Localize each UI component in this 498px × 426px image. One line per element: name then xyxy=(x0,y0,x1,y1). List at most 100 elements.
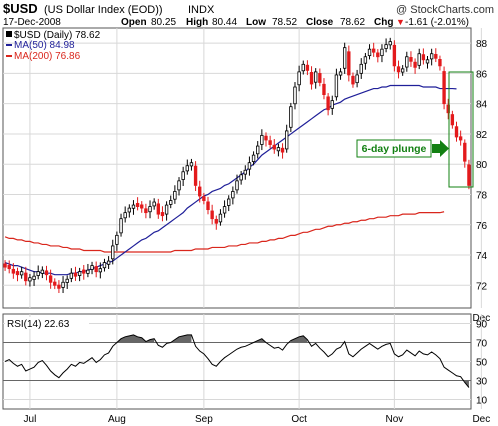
candle-body-down xyxy=(351,75,355,85)
plunge-highlight-box xyxy=(448,71,474,188)
rsi-y-tick-label: 10 xyxy=(476,396,488,407)
candle-body-down xyxy=(82,269,86,274)
chg-value: -1.61 (-2.01%) xyxy=(405,17,469,28)
plunge-label-box xyxy=(356,139,432,158)
candle-body-down xyxy=(140,204,144,209)
candle-body-up xyxy=(131,204,136,209)
candle-body-down xyxy=(322,83,326,95)
candle-body-down xyxy=(94,266,98,273)
price-y-tick-label: 74 xyxy=(476,251,488,262)
chg-arrow-icon: ▼ xyxy=(396,17,405,27)
low-label: Low xyxy=(246,17,266,28)
candle-body-up xyxy=(65,278,69,283)
candle-body-down xyxy=(458,136,463,141)
price-y-tick-label: 84 xyxy=(476,100,488,111)
price-legend-label: $USD (Daily) 78.62 xyxy=(14,30,101,41)
candle-body-down xyxy=(57,284,61,289)
candle-body-down xyxy=(7,265,11,270)
candle-body-up xyxy=(222,206,227,214)
candle-body-up xyxy=(102,262,107,269)
rsi-x-tick-label: Oct xyxy=(291,414,307,425)
candle-body-up xyxy=(384,44,388,49)
candle-body-up xyxy=(90,265,94,270)
candle-body-down xyxy=(446,104,450,114)
rsi-x-tick-label: Dec xyxy=(472,414,490,425)
rsi-label-bg xyxy=(5,317,89,329)
candle-body-up xyxy=(367,48,372,57)
candle-body-up xyxy=(40,269,45,274)
rsi-y-tick-label: 30 xyxy=(476,377,488,388)
candle-body-up xyxy=(342,47,347,69)
candle-body-up xyxy=(355,74,359,84)
candle-body-up xyxy=(301,63,305,72)
plunge-arrow-icon xyxy=(432,140,449,157)
candle-body-up xyxy=(359,63,363,74)
candle-body-down xyxy=(44,270,49,276)
candle-body-down xyxy=(214,218,218,224)
candle-body-up xyxy=(363,56,368,64)
candle-body-down xyxy=(268,140,272,145)
candle-body-up xyxy=(243,169,247,175)
candle-body-down xyxy=(198,186,202,197)
candle-body-down xyxy=(396,66,401,73)
candle-body-up xyxy=(425,59,430,64)
ma50-legend-label: MA(50) 84.98 xyxy=(14,40,75,51)
candle-body-up xyxy=(115,234,119,245)
candle-body-down xyxy=(309,72,314,85)
candle-body-up xyxy=(314,71,318,83)
candle-body-up xyxy=(297,71,301,86)
candle-body-up xyxy=(181,171,185,180)
ma200-legend-label: MA(200) 76.86 xyxy=(14,51,81,62)
candle-body-down xyxy=(392,44,397,67)
rsi-x-ticks: Jul Aug Sep Oct Nov Dec xyxy=(24,414,491,425)
candle-body-up xyxy=(400,68,405,73)
price-panel xyxy=(2,27,472,309)
candle-body-up xyxy=(227,198,231,206)
candle-body-down xyxy=(15,271,20,276)
candle-body-up xyxy=(19,271,24,276)
high-value: 80.44 xyxy=(212,17,237,28)
candle-body-up xyxy=(28,277,32,282)
candle-body-down xyxy=(371,48,376,53)
candle-body-up xyxy=(185,165,189,172)
rsi-label: RSI(14) 22.63 xyxy=(7,319,70,330)
candle-body-up xyxy=(86,269,90,274)
price-y-tick-label: 88 xyxy=(476,39,488,50)
candle-body-down xyxy=(376,52,380,58)
candlesticks xyxy=(3,37,471,294)
candle-body-up xyxy=(77,271,82,276)
chart-copyright: @ StockCharts.com xyxy=(396,4,494,16)
candle-body-up xyxy=(260,135,264,145)
chart-date: 17-Dec-2008 xyxy=(3,17,61,28)
rsi-y-tick-label: 70 xyxy=(476,339,488,350)
candle-body-down xyxy=(73,272,78,277)
candle-body-up xyxy=(189,162,194,167)
candle-body-up xyxy=(231,191,235,199)
rsi-x-tick-label: Aug xyxy=(108,414,126,425)
candle-body-up xyxy=(293,86,297,105)
price-legend-swatch xyxy=(6,31,12,37)
price-y-tick-label: 80 xyxy=(476,160,488,171)
candle-body-down xyxy=(463,142,467,162)
chg-label: Chg xyxy=(374,17,393,28)
open-value: 80.25 xyxy=(151,17,176,28)
candle-body-up xyxy=(127,207,132,213)
candle-body-up xyxy=(32,275,36,280)
candle-body-up xyxy=(417,53,421,66)
candle-body-down xyxy=(318,73,322,83)
candle-body-down xyxy=(413,61,417,68)
rsi-line xyxy=(4,334,470,388)
candle-body-down xyxy=(326,96,330,111)
candle-body-up xyxy=(218,213,223,223)
candle-body-up xyxy=(61,281,65,288)
candle-body-down xyxy=(193,165,198,186)
candle-body-up xyxy=(256,145,260,155)
chart-name: (US Dollar Index (EOD)) xyxy=(44,4,163,16)
candle-body-up xyxy=(119,218,123,234)
candle-body-down xyxy=(421,54,426,61)
candle-body-up xyxy=(285,130,289,150)
close-value: 78.62 xyxy=(340,17,365,28)
candle-body-up xyxy=(123,212,127,219)
candle-body-up xyxy=(330,100,334,109)
candle-body-down xyxy=(53,281,57,286)
